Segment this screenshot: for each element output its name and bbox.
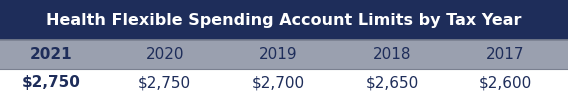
Bar <box>0 69 568 96</box>
Bar <box>0 40 568 69</box>
Text: 2021: 2021 <box>30 47 73 62</box>
Text: 2020: 2020 <box>145 47 184 62</box>
Text: $2,650: $2,650 <box>365 75 419 90</box>
Text: 2017: 2017 <box>486 47 525 62</box>
Text: 2018: 2018 <box>373 47 411 62</box>
Bar <box>0 0 568 40</box>
Text: Health Flexible Spending Account Limits by Tax Year: Health Flexible Spending Account Limits … <box>46 13 522 28</box>
Text: 2019: 2019 <box>259 47 298 62</box>
Text: $2,750: $2,750 <box>22 75 81 90</box>
Text: $2,700: $2,700 <box>252 75 305 90</box>
Text: $2,750: $2,750 <box>138 75 191 90</box>
Text: $2,600: $2,600 <box>479 75 532 90</box>
